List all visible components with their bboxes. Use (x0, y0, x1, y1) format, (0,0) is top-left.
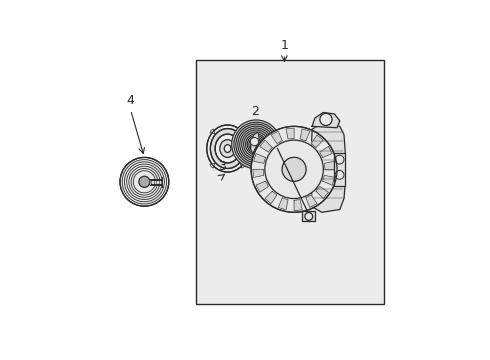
Circle shape (335, 170, 344, 179)
Wedge shape (240, 163, 245, 168)
Bar (196, 60, 384, 304)
Text: 2: 2 (251, 105, 259, 118)
Text: 3: 3 (218, 161, 226, 174)
Polygon shape (278, 198, 288, 210)
Polygon shape (300, 129, 310, 141)
Polygon shape (320, 147, 332, 157)
Polygon shape (253, 169, 264, 177)
Circle shape (252, 141, 260, 148)
Polygon shape (306, 195, 317, 207)
Circle shape (120, 157, 169, 206)
Polygon shape (302, 211, 315, 221)
Circle shape (305, 212, 313, 220)
Polygon shape (254, 154, 266, 163)
Text: 4: 4 (126, 94, 134, 107)
Circle shape (320, 113, 332, 126)
Polygon shape (265, 191, 277, 204)
Polygon shape (256, 181, 269, 192)
Polygon shape (311, 135, 323, 148)
Bar (334, 153, 345, 186)
Ellipse shape (224, 145, 231, 152)
Wedge shape (240, 129, 245, 134)
Ellipse shape (215, 134, 240, 163)
Polygon shape (286, 128, 294, 139)
Circle shape (250, 138, 259, 146)
Text: 1: 1 (280, 39, 288, 51)
Circle shape (232, 120, 280, 169)
Wedge shape (210, 129, 215, 134)
Circle shape (282, 157, 306, 181)
Polygon shape (250, 132, 259, 154)
Ellipse shape (220, 140, 235, 157)
Circle shape (265, 140, 323, 199)
Ellipse shape (210, 129, 245, 168)
Polygon shape (271, 131, 282, 144)
Polygon shape (260, 140, 272, 152)
Polygon shape (311, 123, 345, 212)
Circle shape (251, 126, 337, 212)
Polygon shape (323, 175, 335, 185)
Polygon shape (324, 161, 335, 169)
Ellipse shape (207, 125, 248, 172)
Polygon shape (294, 200, 302, 211)
Polygon shape (312, 112, 340, 128)
Polygon shape (316, 186, 328, 198)
Circle shape (335, 155, 344, 164)
Wedge shape (210, 163, 215, 168)
Circle shape (139, 176, 150, 187)
